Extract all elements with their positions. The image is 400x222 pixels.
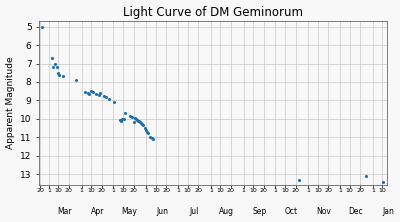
Point (145, 131, 152, 135)
Point (132, 117, 139, 121)
Point (39, 25, 46, 28)
Point (111, 101, 118, 104)
Point (93, 92, 100, 96)
Point (96, 91, 103, 95)
Text: Aug: Aug (219, 206, 234, 216)
Point (85, 91, 91, 95)
Text: Dec: Dec (348, 206, 363, 216)
Point (103, 95, 109, 99)
Point (122, 111, 128, 115)
Point (363, 174, 370, 178)
Point (130, 120, 137, 123)
Point (88, 89, 94, 93)
Point (95, 93, 102, 97)
Point (137, 120, 143, 123)
Point (90, 90, 96, 94)
Y-axis label: Apparent Magnitude: Apparent Magnitude (6, 57, 14, 149)
Point (101, 94, 107, 97)
Point (49, 56, 55, 60)
Text: Jun: Jun (156, 206, 168, 216)
Point (127, 114, 134, 118)
Text: Nov: Nov (317, 206, 332, 216)
Point (55, 71, 62, 75)
Point (134, 118, 140, 121)
Point (50, 65, 56, 69)
Point (119, 117, 125, 121)
Point (140, 123, 146, 127)
Point (144, 130, 150, 133)
Point (139, 123, 145, 126)
Point (380, 180, 387, 183)
Point (143, 128, 150, 132)
Point (118, 119, 124, 123)
Point (149, 137, 156, 141)
Title: Light Curve of DM Geminorum: Light Curve of DM Geminorum (123, 6, 303, 19)
Text: May: May (121, 206, 137, 216)
Point (296, 178, 302, 181)
Point (82, 90, 88, 94)
Point (54, 65, 60, 69)
Point (59, 75, 66, 78)
Point (142, 126, 148, 130)
Point (106, 97, 112, 100)
Text: Sep: Sep (252, 206, 267, 216)
Point (136, 119, 142, 123)
Point (129, 115, 136, 119)
Text: Oct: Oct (285, 206, 298, 216)
Point (121, 117, 127, 121)
Point (138, 121, 144, 124)
Point (73, 78, 80, 82)
Point (116, 118, 123, 121)
Point (134, 119, 141, 123)
Text: Jul: Jul (189, 206, 198, 216)
Point (52, 62, 58, 65)
Text: Apr: Apr (91, 206, 104, 216)
Point (131, 116, 138, 120)
Point (56, 73, 62, 76)
Text: Mar: Mar (57, 206, 72, 216)
Point (86, 92, 92, 96)
Point (147, 135, 154, 139)
Point (148, 137, 155, 140)
Text: Jan: Jan (383, 206, 395, 216)
